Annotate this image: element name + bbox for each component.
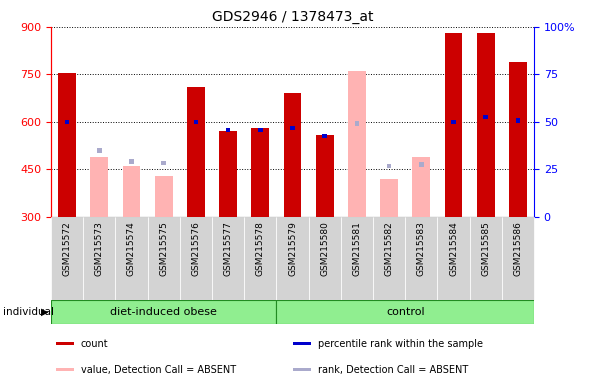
Bar	[502, 217, 534, 300]
Bar	[341, 217, 373, 300]
Text: ▶: ▶	[41, 307, 49, 317]
Bar	[293, 368, 311, 371]
Text: percentile rank within the sample: percentile rank within the sample	[317, 339, 482, 349]
Bar	[148, 217, 180, 300]
Bar	[277, 217, 308, 300]
Text: GSM215573: GSM215573	[95, 221, 104, 276]
Bar	[373, 217, 405, 300]
Bar	[56, 368, 74, 371]
Text: control: control	[386, 307, 425, 317]
Text: value, Detection Call = ABSENT: value, Detection Call = ABSENT	[81, 365, 236, 375]
Bar	[470, 217, 502, 300]
Bar	[65, 120, 70, 124]
Text: GSM215579: GSM215579	[288, 221, 297, 276]
Bar	[387, 164, 391, 169]
Bar	[219, 131, 237, 217]
Bar	[405, 217, 437, 300]
Bar	[316, 135, 334, 217]
Bar	[56, 343, 74, 345]
Text: GSM215576: GSM215576	[191, 221, 200, 276]
Bar	[290, 126, 295, 131]
Title: GDS2946 / 1378473_at: GDS2946 / 1378473_at	[212, 10, 373, 25]
Text: GSM215585: GSM215585	[481, 221, 490, 276]
Text: count: count	[81, 339, 109, 349]
Bar	[284, 93, 301, 217]
Bar	[180, 217, 212, 300]
Bar	[412, 157, 430, 217]
Text: individual: individual	[3, 307, 54, 317]
Text: GSM215584: GSM215584	[449, 221, 458, 276]
Bar	[115, 217, 148, 300]
Bar	[515, 118, 520, 122]
Bar	[97, 148, 101, 153]
Text: rank, Detection Call = ABSENT: rank, Detection Call = ABSENT	[317, 365, 468, 375]
Bar	[129, 159, 134, 164]
Bar	[355, 121, 359, 126]
Bar	[155, 176, 173, 217]
Bar	[277, 300, 534, 324]
Bar	[477, 33, 494, 217]
Bar	[187, 87, 205, 217]
Bar	[419, 162, 424, 167]
Bar	[308, 217, 341, 300]
Text: GSM215580: GSM215580	[320, 221, 329, 276]
Text: GSM215583: GSM215583	[417, 221, 426, 276]
Bar	[484, 115, 488, 119]
Text: diet-induced obese: diet-induced obese	[110, 307, 217, 317]
Bar	[322, 134, 327, 138]
Text: GSM215582: GSM215582	[385, 221, 394, 276]
Bar	[251, 128, 269, 217]
Bar	[451, 120, 456, 124]
Bar	[91, 157, 108, 217]
Bar	[212, 217, 244, 300]
Text: GSM215578: GSM215578	[256, 221, 265, 276]
Bar	[437, 217, 470, 300]
Bar	[226, 127, 230, 132]
Text: GSM215574: GSM215574	[127, 221, 136, 276]
Bar	[380, 179, 398, 217]
Bar	[58, 73, 76, 217]
Bar	[194, 120, 198, 124]
Text: GSM215581: GSM215581	[352, 221, 361, 276]
Bar	[258, 127, 263, 132]
Bar	[509, 62, 527, 217]
Bar	[83, 217, 115, 300]
Text: GSM215577: GSM215577	[224, 221, 233, 276]
Bar	[445, 33, 463, 217]
Bar	[293, 343, 311, 345]
Bar	[122, 166, 140, 217]
Text: GSM215575: GSM215575	[159, 221, 168, 276]
Bar	[348, 71, 366, 217]
Bar	[161, 161, 166, 166]
Bar	[51, 300, 277, 324]
Bar	[244, 217, 277, 300]
Bar	[51, 217, 83, 300]
Text: GSM215586: GSM215586	[514, 221, 523, 276]
Text: GSM215572: GSM215572	[62, 221, 71, 276]
